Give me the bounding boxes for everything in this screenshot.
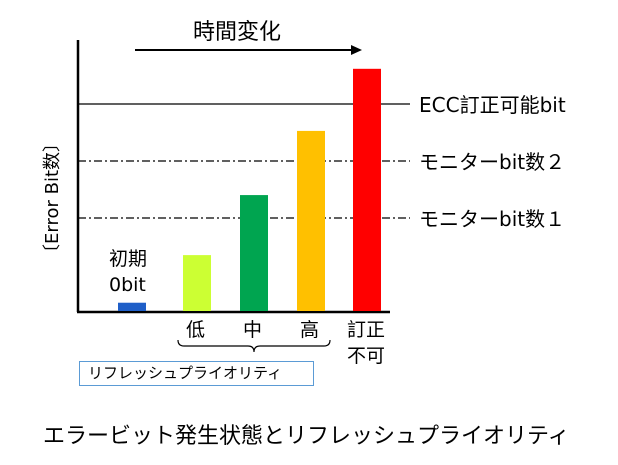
bar-mid xyxy=(240,195,268,311)
bar-label-low: 低 xyxy=(186,319,205,341)
bar-uncorrectable xyxy=(353,68,381,311)
initial-label-line1: 初期 xyxy=(109,248,147,270)
bar-label-mid: 中 xyxy=(243,319,262,341)
refresh-priority-box: リフレッシュプライオリティ xyxy=(79,361,314,386)
initial-label-line2: 0bit xyxy=(109,274,146,296)
monitor1-threshold-label: モニターbit数１ xyxy=(419,207,565,231)
bar-label-uncorrectable-line1: 訂正 xyxy=(347,319,385,341)
time-change-label: 時間変化 xyxy=(193,20,281,45)
diagram-caption: エラービット発生状態とリフレッシュプライオリティ xyxy=(43,424,570,449)
bar-label-uncorrectable-line2: 不可 xyxy=(347,345,385,367)
monitor2-threshold-label: モニターbit数２ xyxy=(419,150,565,174)
y-axis-label: 〔Error Bit数〕 xyxy=(42,134,63,262)
bar-group xyxy=(118,68,381,311)
priority-brace xyxy=(177,339,331,353)
bar-low xyxy=(183,255,211,311)
bar-high xyxy=(297,130,325,311)
bar-initial xyxy=(118,302,146,311)
ecc-threshold-label: ECC訂正可能bit xyxy=(419,93,566,117)
bar-label-high: 高 xyxy=(300,319,319,341)
time-arrow-head xyxy=(351,45,362,55)
